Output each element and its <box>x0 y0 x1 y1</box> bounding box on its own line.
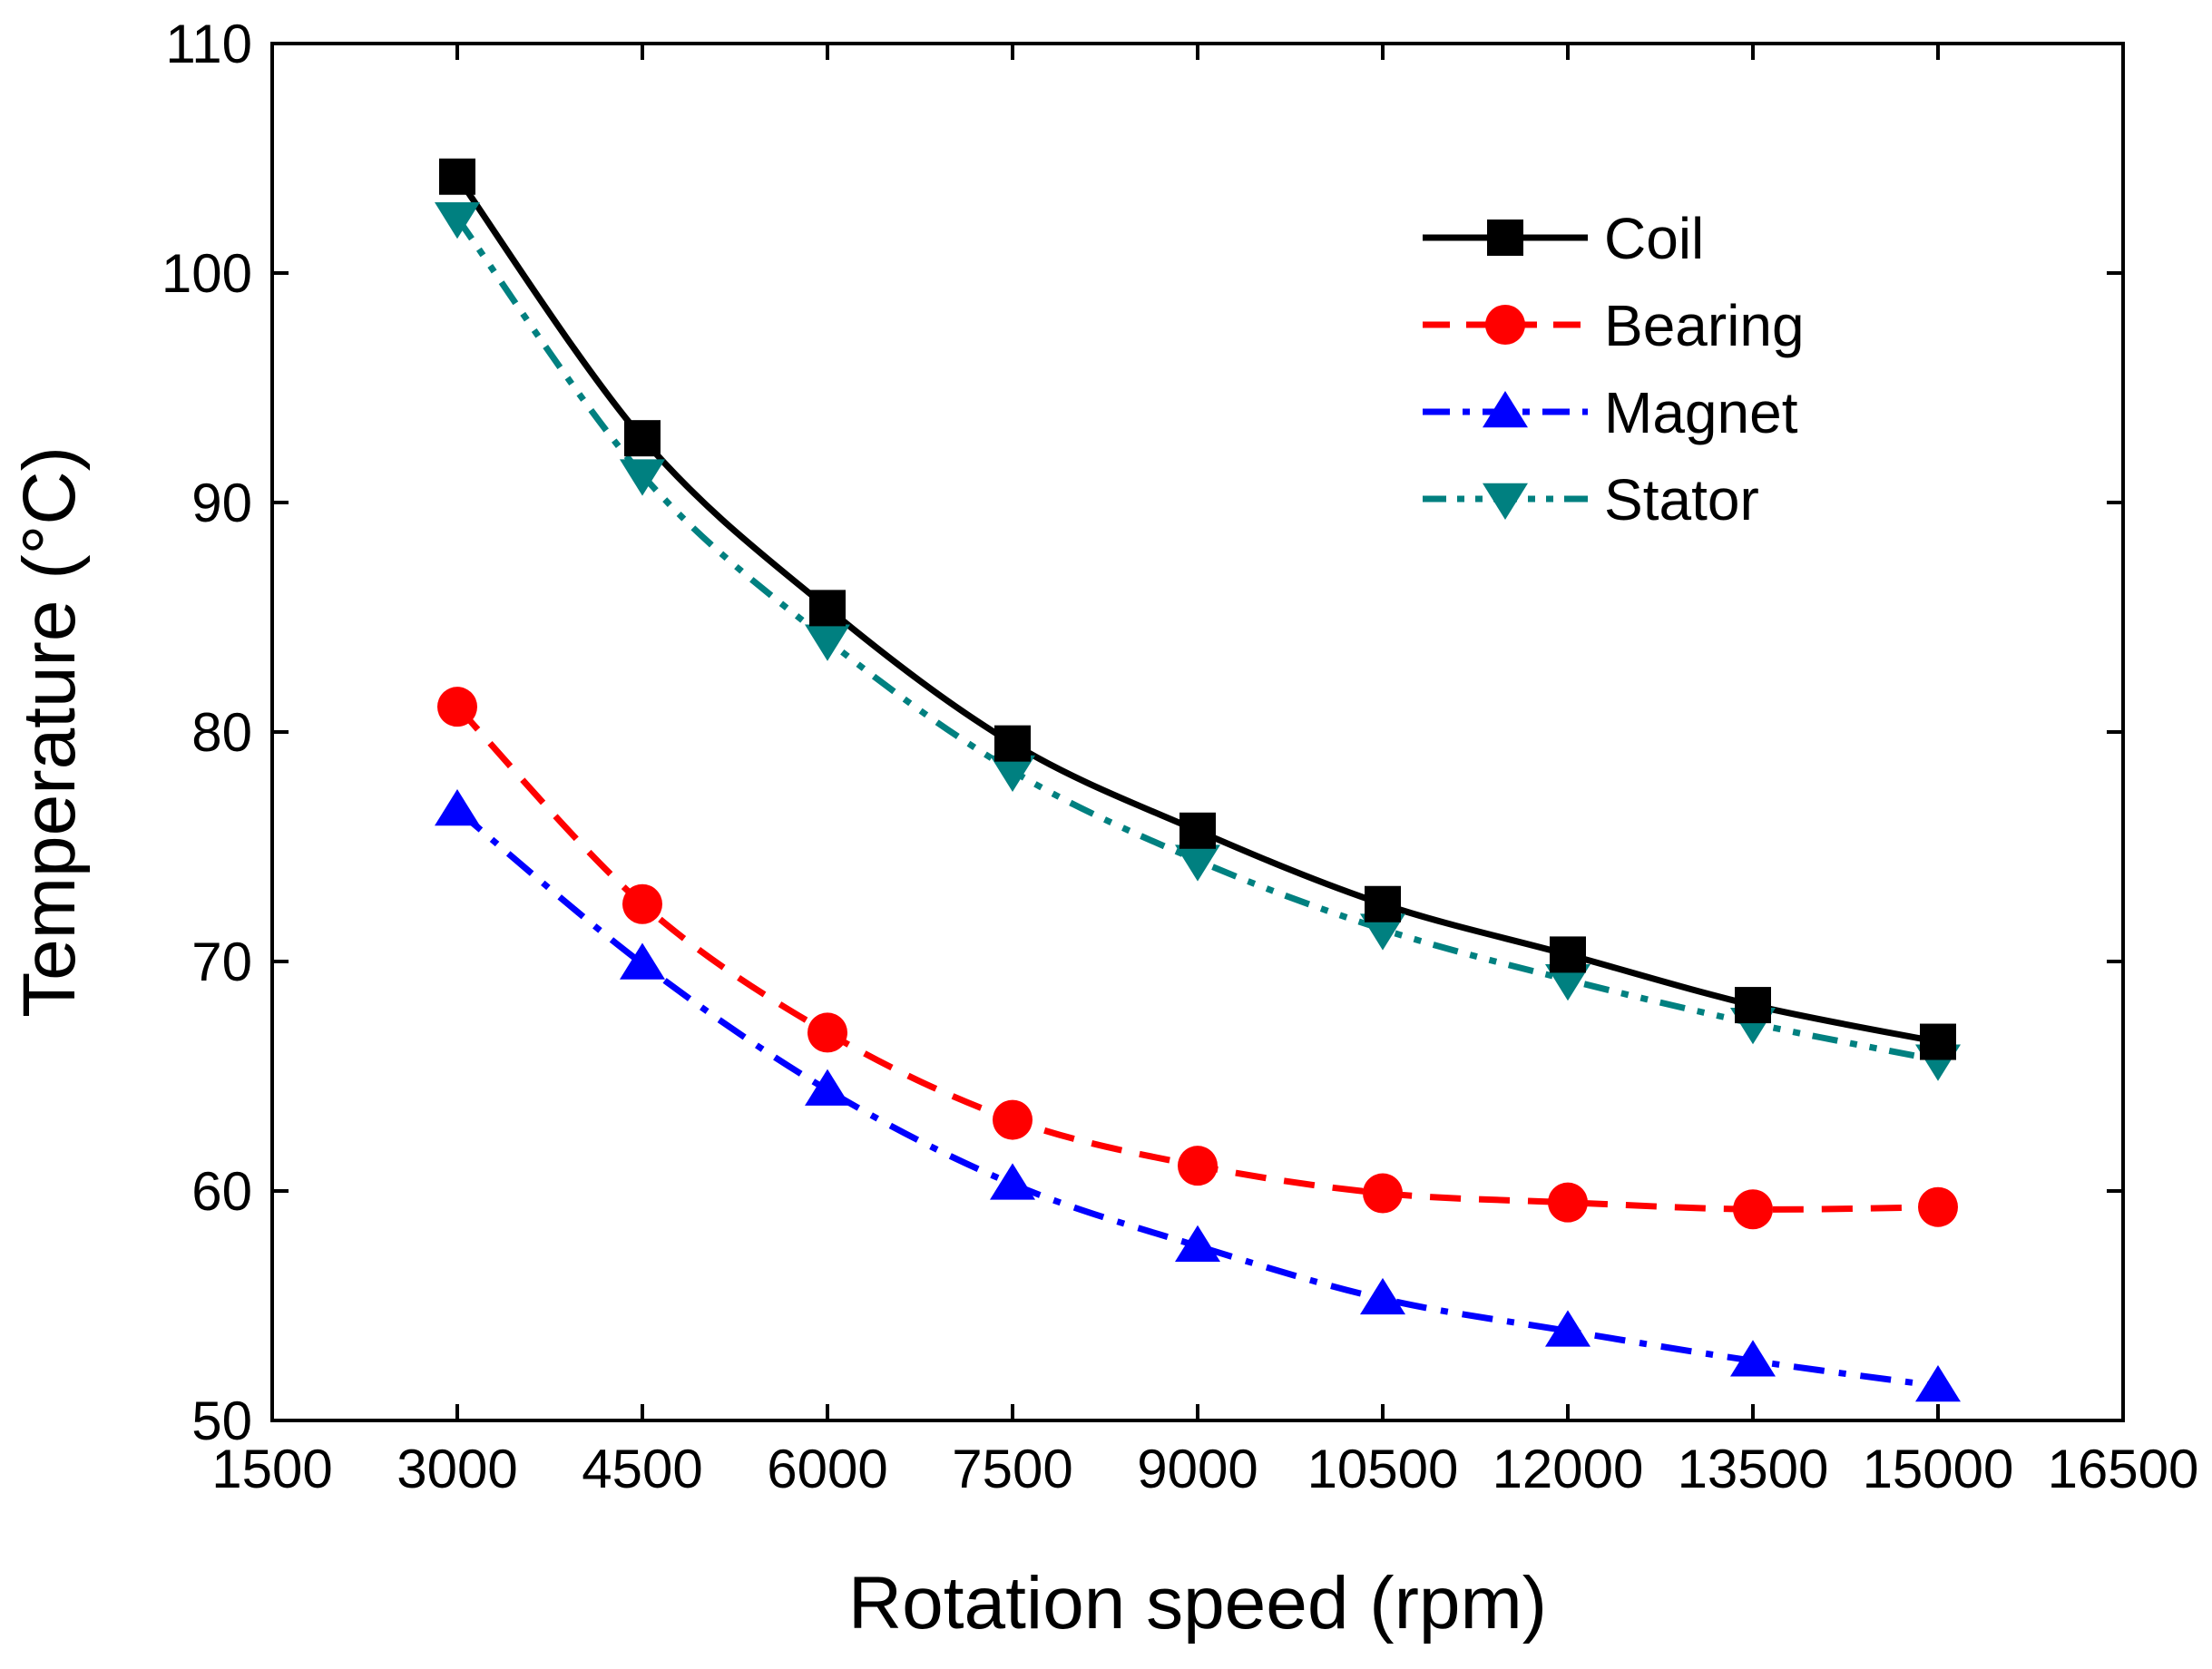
data-point-bearing <box>437 687 477 727</box>
data-point-coil <box>1365 885 1401 922</box>
y-tick-label: 70 <box>191 932 252 992</box>
data-point-stator <box>1360 913 1405 951</box>
y-axis-title: Temperature (°C) <box>8 446 91 1018</box>
data-point-coil <box>1179 812 1216 849</box>
plot-frame <box>270 42 2125 1422</box>
y-tick-label: 60 <box>191 1161 252 1222</box>
x-tick-label: 4500 <box>582 1439 702 1499</box>
data-point-stator <box>620 459 665 496</box>
data-point-bearing <box>1918 1186 1958 1227</box>
data-point-coil <box>1550 936 1586 973</box>
y-tick-label: 80 <box>191 702 252 763</box>
legend-marker <box>1485 305 1525 345</box>
y-axis-ticks <box>272 42 2123 1422</box>
data-point-stator <box>805 624 850 661</box>
legend-marker <box>1483 483 1528 520</box>
series-line-stator <box>455 216 1939 1064</box>
legend-label: Stator <box>1604 467 1759 532</box>
data-point-magnet <box>1915 1365 1961 1402</box>
data-point-magnet <box>990 1163 1035 1200</box>
legend-item-coil: Coil <box>1423 206 1704 271</box>
data-point-magnet <box>435 789 480 826</box>
data-point-magnet <box>1730 1340 1776 1377</box>
data-point-coil <box>994 725 1031 762</box>
data-point-coil <box>809 590 846 627</box>
data-point-bearing <box>1178 1146 1218 1186</box>
data-point-stator <box>435 202 480 239</box>
legend-label: Bearing <box>1604 293 1805 358</box>
y-tick-label: 100 <box>161 243 252 304</box>
series-line-bearing <box>455 704 1939 1213</box>
data-point-magnet <box>1545 1310 1590 1347</box>
y-axis-tick-labels: 50 60 70 80 90 100 110 <box>161 14 252 1451</box>
x-tick-label: 12000 <box>1493 1439 1644 1499</box>
data-point-coil <box>1920 1023 1956 1060</box>
data-point-bearing <box>993 1099 1033 1140</box>
data-point-bearing <box>1733 1189 1773 1230</box>
legend-marker <box>1487 220 1523 256</box>
series-line-magnet <box>455 807 1939 1390</box>
y-tick-label: 110 <box>165 14 252 74</box>
data-point-magnet <box>805 1069 850 1106</box>
x-tick-label: 6000 <box>767 1439 887 1499</box>
x-tick-label: 3000 <box>396 1439 517 1499</box>
legend-item-stator: Stator <box>1423 467 1759 532</box>
legend-item-bearing: Bearing <box>1423 293 1805 358</box>
x-tick-label: 7500 <box>952 1439 1072 1499</box>
legend-label: Coil <box>1604 206 1704 271</box>
data-point-coil <box>1735 987 1771 1024</box>
data-point-magnet <box>1175 1225 1220 1262</box>
y-tick-label: 90 <box>191 473 252 533</box>
data-point-bearing <box>807 1012 847 1053</box>
series-markers <box>435 158 1961 1402</box>
legend-marker <box>1483 391 1528 428</box>
data-point-bearing <box>1363 1173 1403 1214</box>
data-point-bearing <box>622 883 662 924</box>
data-point-magnet <box>1360 1277 1405 1315</box>
x-tick-label: 10500 <box>1307 1439 1459 1499</box>
data-point-coil <box>624 420 661 457</box>
legend-label: Magnet <box>1604 380 1798 445</box>
y-tick-label: 50 <box>191 1391 252 1451</box>
x-tick-label: 13500 <box>1678 1439 1829 1499</box>
x-tick-label: 15000 <box>1863 1439 2014 1499</box>
x-tick-label: 16500 <box>2048 1439 2199 1499</box>
data-point-stator <box>1175 844 1220 882</box>
legend-item-magnet: Magnet <box>1423 380 1798 445</box>
series-line-coil <box>455 174 1939 1045</box>
x-axis-tick-labels: 1500 3000 4500 6000 7500 9000 10500 12000 13500 1… <box>211 1439 2198 1499</box>
x-tick-label: 9000 <box>1137 1439 1258 1499</box>
data-point-bearing <box>1548 1182 1588 1223</box>
data-point-magnet <box>620 942 665 980</box>
data-point-stator <box>990 755 1035 793</box>
legend: Coil Bearing Magnet Stator <box>1423 206 1805 532</box>
series-lines <box>455 174 1939 1390</box>
data-point-coil <box>439 158 475 195</box>
data-point-stator <box>1545 963 1590 1001</box>
x-axis-title: Rotation speed (rpm) <box>848 1562 1547 1645</box>
x-axis-ticks <box>270 44 2125 1420</box>
x-tick-label: 1500 <box>211 1439 332 1499</box>
